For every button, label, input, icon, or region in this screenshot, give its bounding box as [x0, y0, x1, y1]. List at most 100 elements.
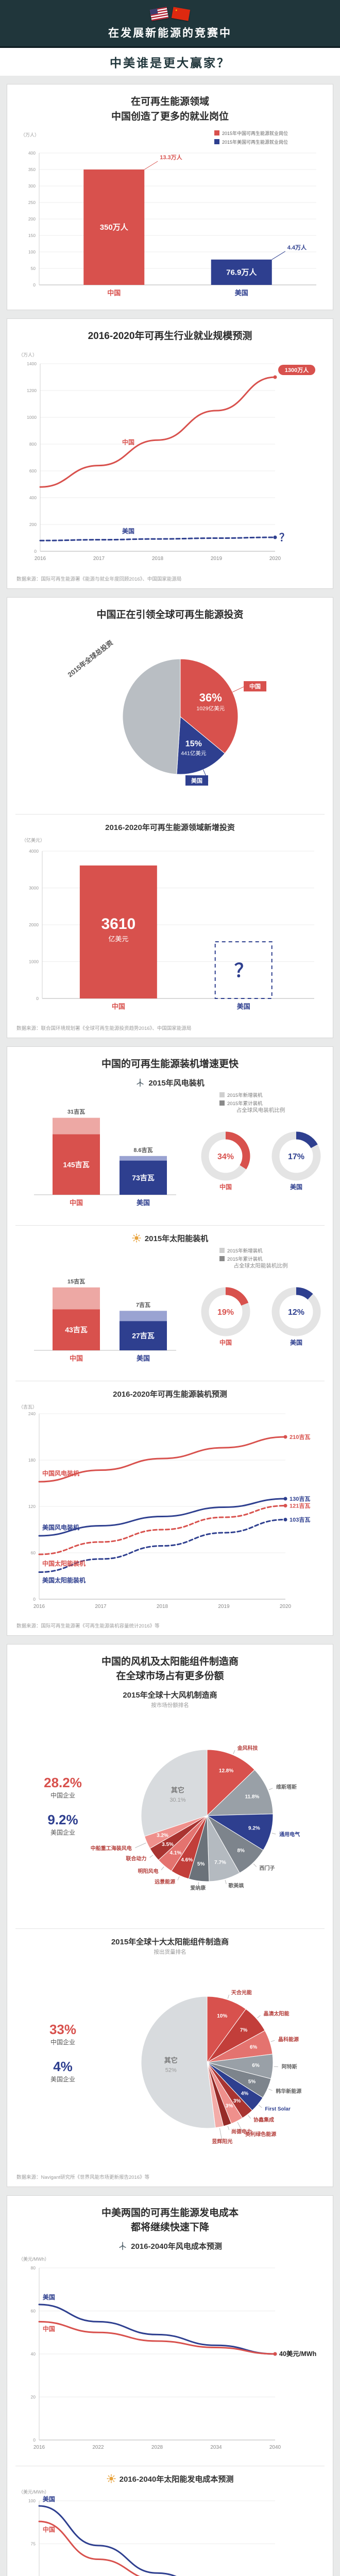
svg-text:协鑫集成: 协鑫集成 — [253, 2116, 274, 2123]
svg-text:120: 120 — [28, 1504, 36, 1509]
svg-text:美国: 美国 — [122, 527, 134, 534]
wind-2015-subtitle-text: 2015年风电装机 — [148, 1078, 205, 1088]
svg-text:（美元/MWh）: （美元/MWh） — [19, 2489, 49, 2495]
svg-text:2018: 2018 — [157, 1604, 168, 1609]
svg-text:晶澳太阳能: 晶澳太阳能 — [264, 2010, 290, 2017]
svg-text:明阳风电: 明阳风电 — [138, 1868, 158, 1874]
svg-text:4%: 4% — [53, 2059, 73, 2074]
svg-text:10%: 10% — [217, 2013, 227, 2019]
capacity-forecast-subtitle-text: 2016-2020年可再生能源装机预测 — [113, 1389, 227, 1399]
svg-text:350: 350 — [28, 167, 36, 172]
china-flag-icon — [171, 7, 191, 21]
svg-text:2017: 2017 — [95, 1604, 107, 1609]
svg-text:12%: 12% — [288, 1308, 304, 1317]
svg-text:0: 0 — [36, 996, 39, 1001]
svg-text:8.6吉瓦: 8.6吉瓦 — [133, 1146, 152, 1153]
svg-text:0: 0 — [33, 2437, 36, 2443]
svg-text:73吉瓦: 73吉瓦 — [132, 1173, 155, 1181]
svg-text:36%: 36% — [199, 691, 222, 704]
cost-title-line1: 中美两国的可再生能源发电成本 — [101, 2207, 239, 2218]
svg-text:2028: 2028 — [151, 2445, 163, 2450]
card-manufacturers: 中国的风机及太阳能组件制造商 在全球市场占有更多份额 2015年全球十大风机制造… — [7, 1643, 333, 2187]
svg-text:（美元/MWh）: （美元/MWh） — [19, 2256, 49, 2262]
svg-text:600: 600 — [29, 468, 37, 473]
solar-2015-subtitle: 2015年太阳能装机 — [14, 1233, 326, 1244]
solar-manufacturers-subtitle: 2015年全球十大太阳能组件制造商 — [14, 1936, 326, 1947]
svg-text:60: 60 — [31, 1550, 36, 1555]
svg-text:美国企业: 美国企业 — [50, 2075, 75, 2083]
svg-text:11.8%: 11.8% — [245, 1794, 259, 1800]
svg-text:？: ？ — [234, 960, 253, 981]
svg-text:2017: 2017 — [93, 556, 105, 562]
svg-text:昱辉阳光: 昱辉阳光 — [212, 2138, 232, 2145]
svg-text:28.2%: 28.2% — [44, 1775, 82, 1790]
wind-manufacturers-subtitle-text: 2015年全球十大风机制造商 — [123, 1690, 217, 1700]
svg-text:中国太阳能装机: 中国太阳能装机 — [42, 1560, 86, 1567]
svg-text:2016: 2016 — [33, 2445, 45, 2450]
svg-text:美国: 美国 — [290, 1338, 302, 1346]
svg-text:中国: 中国 — [43, 2325, 55, 2332]
capacity-card-title: 中国的可再生能源装机增速更快 — [14, 1057, 326, 1072]
svg-text:美国: 美国 — [191, 777, 202, 784]
svg-text:？: ？ — [279, 532, 290, 543]
svg-text:3%: 3% — [226, 2103, 233, 2109]
svg-text:2015年美国可再生能源就业岗位: 2015年美国可再生能源就业岗位 — [222, 139, 288, 145]
svg-text:0: 0 — [34, 549, 37, 554]
svg-text:0: 0 — [33, 1597, 36, 1602]
header-title-line2: 中美谁是更大赢家？ — [110, 56, 230, 70]
svg-text:80: 80 — [31, 2265, 36, 2270]
svg-text:韩华新能源: 韩华新能源 — [276, 2088, 301, 2094]
jobs-card-title: 在可再生能源领域 中国创造了更多的就业岗位 — [14, 95, 326, 124]
manufacturers-title-line2: 在全球市场占有更多份额 — [116, 1671, 224, 1682]
svg-text:中国: 中国 — [219, 1338, 232, 1346]
svg-text:4.6%: 4.6% — [181, 1857, 193, 1863]
svg-text:（吉瓦）: （吉瓦） — [19, 1404, 37, 1410]
svg-text:3.5%: 3.5% — [162, 1841, 174, 1847]
svg-text:歌美飒: 歌美飒 — [228, 1882, 244, 1889]
svg-text:2015年中国可再生能源就业岗位: 2015年中国可再生能源就业岗位 — [222, 130, 288, 136]
svg-text:200: 200 — [28, 216, 36, 222]
svg-text:2000: 2000 — [29, 922, 39, 927]
svg-text:7吉瓦: 7吉瓦 — [136, 1301, 150, 1308]
svg-text:阿特斯: 阿特斯 — [282, 2063, 297, 2070]
svg-text:2016: 2016 — [33, 1604, 45, 1609]
divider — [15, 814, 325, 815]
header-title-line1: 在发展新能源的竞赛中 — [108, 27, 232, 39]
svg-text:12.8%: 12.8% — [219, 1768, 233, 1773]
svg-text:200: 200 — [29, 522, 37, 527]
card-jobs: 在可再生能源领域 中国创造了更多的就业岗位 0 50 100 150 200 250 300… — [7, 84, 333, 310]
investment-title-text: 中国正在引领全球可再生能源投资 — [96, 609, 244, 620]
svg-text:300: 300 — [28, 183, 36, 189]
jobs-title-line2: 中国创造了更多的就业岗位 — [111, 111, 229, 122]
svg-text:美国: 美国 — [43, 2495, 55, 2503]
svg-text:145吉瓦: 145吉瓦 — [63, 1160, 89, 1168]
wind-cost-subtitle-text: 2016-2040年风电成本预测 — [131, 2242, 222, 2251]
svg-text:40: 40 — [31, 2351, 36, 2357]
svg-text:爱纳康: 爱纳康 — [190, 1884, 206, 1891]
jobs-forecast-line-chart: 0 200 400 600 800 1000 1200 1400 2016 2017 2018 201… — [19, 352, 315, 562]
svg-text:1300万人: 1300万人 — [285, 366, 309, 374]
flags — [0, 7, 340, 21]
svg-text:1029亿美元: 1029亿美元 — [196, 705, 225, 711]
card-capacity: 中国的可再生能源装机增速更快 2015年风电装机 2015年新增装机 2015年累… — [7, 1046, 333, 1636]
solar-manufacturers-note: 按出货量排名 — [154, 1948, 186, 1955]
svg-text:121吉瓦: 121吉瓦 — [290, 1502, 310, 1509]
manufacturers-source-note: 数据来源：Navigant研究所《世界风能市场更新报告2016》等 — [16, 2174, 150, 2180]
svg-text:441亿美元: 441亿美元 — [181, 750, 207, 757]
svg-text:中国: 中国 — [122, 438, 134, 446]
svg-text:中国企业: 中国企业 — [50, 1791, 75, 1799]
svg-text:美国企业: 美国企业 — [50, 1828, 75, 1836]
svg-text:50: 50 — [31, 266, 36, 271]
svg-text:5%: 5% — [248, 2079, 256, 2084]
svg-text:400: 400 — [28, 150, 36, 156]
svg-text:2019: 2019 — [218, 1604, 230, 1609]
jobs-forecast-title-text: 2016-2020年可再生行业就业规模预测 — [88, 331, 252, 342]
svg-text:（万人）: （万人） — [21, 132, 39, 138]
header: 在发展新能源的竞赛中 中美谁是更大赢家？ — [0, 0, 340, 76]
svg-text:0: 0 — [33, 282, 36, 287]
card-cost: 中美两国的可再生能源发电成本 都将继续快速下降 2016-2040年风电成本预测… — [7, 2195, 333, 2576]
svg-text:中国: 中国 — [107, 289, 121, 297]
